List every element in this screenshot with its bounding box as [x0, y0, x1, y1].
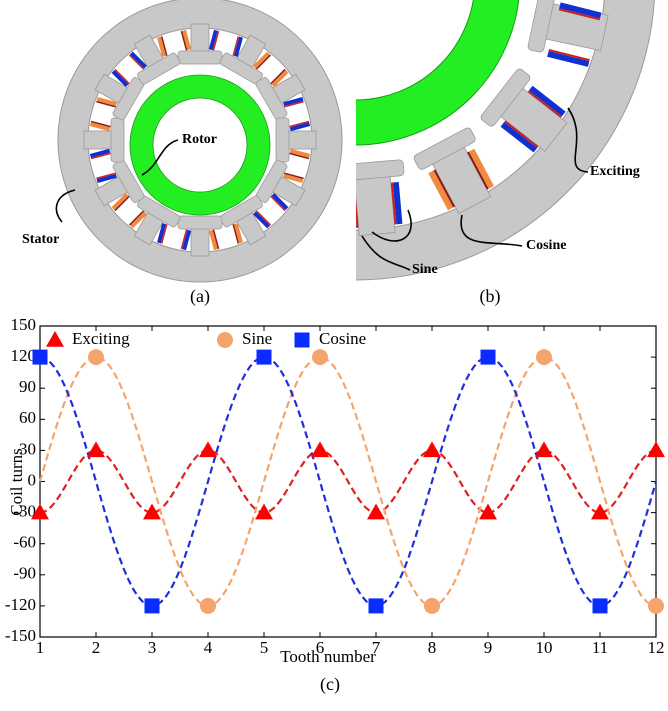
x-tick-label: 7 [372, 638, 381, 657]
y-tick-label: 60 [19, 408, 36, 427]
y-tick-label: -120 [5, 595, 36, 614]
figure: Rotor Stator (a) Exciting Cosine Sine (b… [0, 0, 668, 711]
caption-c: (c) [320, 674, 340, 695]
caption-a: (a) [190, 286, 210, 307]
caption-b: (b) [480, 286, 501, 307]
series-line [40, 450, 656, 512]
data-point [200, 598, 216, 614]
stator-label: Stator [22, 232, 59, 247]
data-point [367, 504, 385, 520]
y-tick-label: 120 [11, 346, 37, 365]
x-tick-label: 9 [484, 638, 493, 657]
legend-label: Cosine [319, 329, 366, 348]
y-tick-label: 150 [11, 315, 37, 334]
data-point [257, 350, 272, 365]
legend-marker [295, 333, 310, 348]
data-point [145, 598, 160, 613]
y-tick-label: 90 [19, 377, 36, 396]
x-tick-label: 1 [36, 638, 45, 657]
y-tick-label: -60 [13, 533, 36, 552]
data-point [424, 598, 440, 614]
y-tick-label: -150 [5, 626, 36, 645]
y-tick-label: 0 [28, 470, 37, 489]
panel-a: Rotor Stator (a) [22, 0, 342, 307]
x-tick-label: 2 [92, 638, 101, 657]
y-tick-label: 30 [19, 439, 36, 458]
legend-marker [217, 332, 233, 348]
data-point [88, 349, 104, 365]
rotor-label: Rotor [182, 132, 217, 147]
data-point [199, 441, 217, 457]
y-tick-label: -90 [13, 564, 36, 583]
x-tick-label: 4 [204, 638, 213, 657]
data-point [647, 441, 665, 457]
data-point [311, 441, 329, 457]
x-tick-label: 3 [148, 638, 157, 657]
sine-label: Sine [412, 262, 438, 277]
x-tick-label: 6 [316, 638, 325, 657]
x-tick-label: 5 [260, 638, 269, 657]
exciting-label: Exciting [590, 164, 640, 179]
data-point [33, 350, 48, 365]
x-tick-label: 12 [648, 638, 665, 657]
data-point [535, 441, 553, 457]
data-point [648, 598, 664, 614]
x-tick-label: 8 [428, 638, 437, 657]
legend-label: Exciting [72, 329, 130, 348]
cosine-label: Cosine [526, 238, 566, 253]
x-axis-label: Tooth number [280, 647, 376, 666]
data-point [423, 441, 441, 457]
data-point [481, 350, 496, 365]
data-point [536, 349, 552, 365]
legend-label: Sine [242, 329, 272, 348]
data-point [593, 598, 608, 613]
data-point [87, 441, 105, 457]
x-tick-label: 11 [592, 638, 608, 657]
data-point [369, 598, 384, 613]
data-point [312, 349, 328, 365]
x-tick-label: 10 [536, 638, 553, 657]
legend-marker [46, 331, 64, 347]
